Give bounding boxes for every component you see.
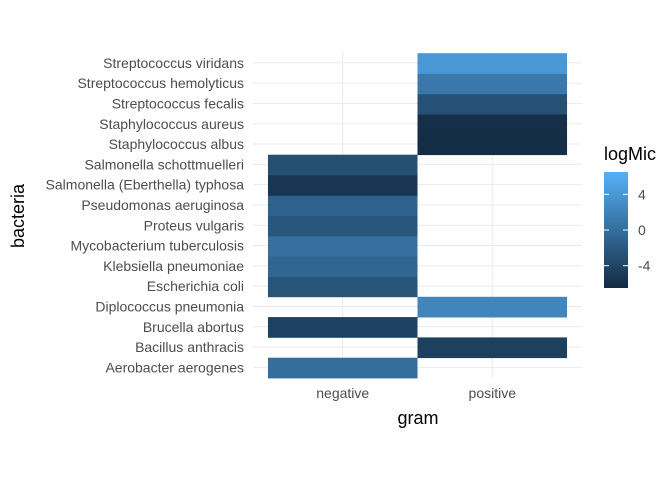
y-tick-label: Streptococcus fecalis [112,95,244,111]
heatmap-cell [417,93,568,115]
heatmap-cells [267,53,568,379]
heatmap-cell [417,296,568,318]
x-tick-label: positive [469,385,517,401]
y-tick-label: Aerobacter aerogenes [105,359,244,375]
legend-break-label: 4 [638,186,646,202]
legend-breaks: 4 0 -4 [604,186,651,274]
legend-break-label: -4 [638,258,651,274]
x-tick-label: negative [316,385,369,401]
heatmap-cell [267,256,418,277]
y-tick-label: Salmonella schottmuelleri [84,156,244,172]
heatmap-cell [267,357,418,379]
heatmap-cell [267,317,418,338]
legend: logMic 4 0 -4 [604,144,656,288]
heatmap-cell [267,276,418,298]
y-tick-label: Streptococcus viridans [103,55,244,71]
y-tick-label: Mycobacterium tuberculosis [70,238,244,254]
heatmap-cell [267,195,418,216]
heatmap-cell [417,337,568,359]
heatmap-cell [267,215,418,237]
heatmap-cell [267,175,418,196]
heatmap-cell [267,154,418,176]
legend-title: logMic [604,144,656,164]
heatmap-cell [417,53,568,74]
y-axis-title: bacteria [8,183,28,248]
x-tick-labels: negative positive [316,385,516,401]
heatmap-cell [417,114,568,135]
x-axis-title: gram [397,408,438,428]
heatmap-cell [267,235,418,257]
y-tick-label: Brucella abortus [143,319,244,335]
y-tick-labels: Aerobacter aerogenes Bacillus anthracis Br… [46,55,245,376]
y-tick-label: Diplococcus pneumonia [95,298,244,314]
y-tick-label: Salmonella (Eberthella) typhosa [46,177,245,193]
y-tick-label: Staphylococcus albus [109,136,244,152]
y-tick-label: Klebsiella pneumoniae [103,258,244,274]
y-tick-label: Bacillus anthracis [135,339,244,355]
heatmap-cell [417,73,568,95]
y-tick-label: Escherichia coli [147,278,244,294]
legend-break-label: 0 [638,222,646,238]
y-tick-label: Streptococcus hemolyticus [77,75,244,91]
y-tick-label: Staphylococcus aureus [99,116,244,132]
heatmap-cell [417,134,568,156]
y-tick-label: Pseudomonas aeruginosa [81,197,244,213]
y-tick-label: Proteus vulgaris [144,217,244,233]
